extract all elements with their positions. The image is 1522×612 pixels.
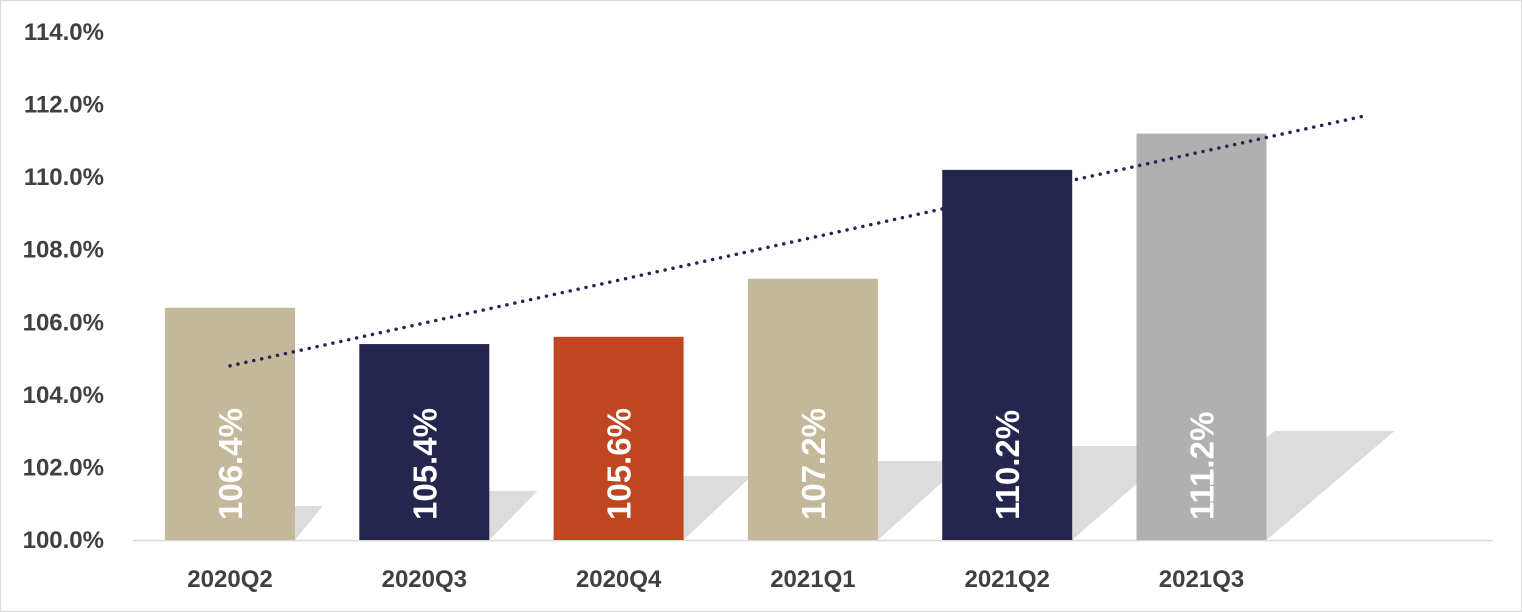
bar-value-label: 110.2%	[989, 410, 1026, 520]
bar-2021q2	[942, 169, 1073, 540]
y-tick-label: 114.0%	[24, 19, 104, 46]
y-axis: 100.0% 102.0% 104.0% 106.0% 108.0% 110.0% 112.…	[23, 19, 104, 554]
y-tick-label: 104.0%	[23, 382, 104, 409]
y-tick-label: 112.0%	[24, 92, 104, 119]
x-category-label: 2020Q4	[576, 566, 662, 593]
bar-2020q3	[359, 344, 490, 540]
x-category-label: 2021Q1	[770, 566, 855, 593]
bar-2021q1	[747, 278, 878, 540]
y-tick-label: 108.0%	[23, 237, 104, 264]
x-category-label: 2020Q2	[187, 566, 272, 593]
trendline	[228, 113, 1369, 368]
y-tick-label: 110.0%	[24, 164, 104, 191]
y-tick-label: 106.0%	[23, 309, 104, 336]
trendline-group	[228, 113, 1369, 368]
bar-value-label: 111.2%	[1184, 412, 1221, 520]
x-category-label: 2020Q3	[382, 566, 467, 593]
bar-2021q3	[1136, 133, 1267, 540]
x-category-label: 2021Q2	[964, 566, 1049, 593]
y-tick-label: 102.0%	[23, 454, 104, 481]
bars: 106.4% 105.4% 105.6% 107.2% 110.2% 111.2%	[165, 133, 1267, 540]
bar-value-label: 105.6%	[601, 408, 638, 520]
bar-value-label: 106.4%	[212, 408, 249, 520]
bar-2020q2	[165, 307, 295, 540]
bar-value-label: 107.2%	[795, 408, 832, 520]
bar-value-label: 105.4%	[406, 408, 443, 520]
bar-2020q4	[553, 336, 684, 540]
y-tick-label: 100.0%	[23, 527, 104, 554]
x-axis: 2020Q2 2020Q3 2020Q4 2021Q1 2021Q2 2021Q3	[187, 566, 1244, 593]
x-category-label: 2021Q3	[1159, 566, 1244, 593]
